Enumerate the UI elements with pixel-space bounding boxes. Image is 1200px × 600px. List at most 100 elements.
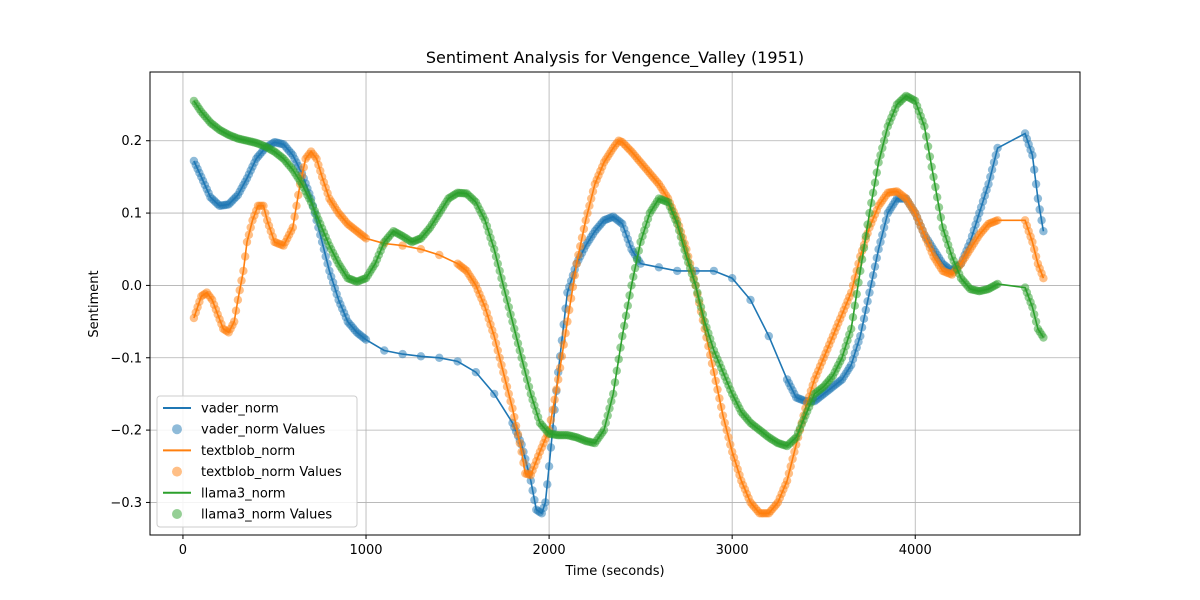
vader_norm-point [987,165,997,174]
vader_norm-point [861,305,870,315]
textblob_norm-point [718,411,728,420]
vader_norm-point [380,346,389,355]
textblob_norm-point [713,385,722,394]
llama3_norm-point [925,152,935,161]
llama3_norm-point [920,122,929,131]
vader_norm-point [673,266,682,276]
vader_norm-point [989,158,999,167]
textblob_norm-point [513,430,523,439]
textblob_norm-point [572,259,581,268]
llama3_norm-point [499,281,508,290]
vader_norm-point [435,353,444,362]
vader_norm-point [881,216,891,225]
textblob_norm-point [501,375,510,384]
textblob_norm-point [570,271,579,280]
llama3_norm-point [495,266,504,276]
llama3_norm-point [616,343,625,352]
llama3_norm-point [1028,302,1037,312]
vader_norm-point [471,368,481,377]
textblob_norm-point [1039,274,1048,283]
llama3_norm-point [490,245,499,254]
y-axis-label: Sentiment [87,270,102,337]
legend-marker-swatch [172,424,182,435]
vader_norm-point [879,223,889,232]
textblob_norm-point [416,245,426,254]
textblob_norm-point [502,382,512,391]
llama3_norm-point [614,355,623,364]
llama3_norm-point [848,313,858,322]
legend-item: textblob_norm [163,444,295,459]
textblob_norm-point [510,412,519,422]
legend-item: vader_norm [163,402,279,417]
llama3_norm-point [607,397,616,406]
vader_norm-point [321,252,330,261]
legend-items: vader_norm vader_norm Values textblob_norm… [163,402,342,523]
y-tick-label: −0.1 [110,351,142,366]
vader_norm-point [746,295,755,305]
y-tick-label: −0.2 [110,424,142,439]
textblob_norm-point [230,317,239,326]
textblob_norm-point [550,395,559,404]
llama3_norm-point [1031,317,1041,326]
y-tick-label: −0.3 [110,496,142,511]
textblob_norm-point [519,458,528,467]
llama3_norm-point [931,182,940,192]
textblob_norm-point [299,163,308,172]
textblob_norm-point [235,286,244,295]
llama3_norm-point [870,178,880,187]
legend-item: llama3_norm [163,486,286,501]
llama3_norm-point [695,295,704,305]
llama3_norm-point [856,266,865,276]
llama3_norm-point [601,418,610,428]
vader_norm-point [490,389,499,399]
llama3_norm-point [854,278,863,287]
vader_norm-point [991,151,1000,160]
llama3_norm-point [867,198,876,208]
llama3_norm-point [850,301,859,310]
textblob_norm-point [1031,252,1041,261]
legend-item: vader_norm Values [172,423,326,438]
llama3_norm-point [511,331,521,341]
textblob_norm-point [555,363,565,373]
llama3_norm-point [501,288,510,297]
vader_norm-point [398,349,407,359]
textblob_norm-point [788,454,797,464]
textblob_norm-point [722,425,731,435]
llama3_norm-point [502,295,512,305]
textblob_norm-point [233,295,243,305]
vader_norm-point [728,274,737,283]
vader_norm-point [709,266,719,276]
textblob_norm-point [552,385,561,394]
vader_norm-point [654,263,664,272]
legend-label: vader_norm Values [201,423,326,438]
llama3_norm-point [603,411,612,420]
legend: vader_norm vader_norm Values textblob_norm… [156,395,358,528]
textblob_norm-point [579,224,589,234]
vader_norm-point [1037,216,1046,225]
vader_norm-point [416,352,426,361]
vader_norm-point [867,279,876,289]
vader_norm-point [984,179,993,189]
textblob_norm-point [490,331,499,341]
vader_norm-point [1031,179,1041,189]
textblob_norm-point [506,397,515,406]
vader_norm-point [986,172,995,182]
llama3_norm-point [680,245,689,255]
textblob_norm-point [720,418,729,428]
vader_norm-point [1028,151,1037,160]
llama3_norm-point [874,158,883,167]
vader_norm-point [868,271,878,280]
vader_norm-point [870,262,880,271]
vader_norm-point [528,486,537,495]
legend-marker-swatch [172,509,182,519]
x-tick-label: 2000 [533,543,566,558]
llama3_norm-point [510,324,519,333]
textblob_norm-point [508,404,517,413]
series-llama3_norm [189,91,1048,451]
textblob_norm-point [587,194,596,203]
vader_norm-point [863,297,872,306]
llama3_norm-point [609,389,618,399]
textblob_norm-point [576,242,585,251]
legend-label: llama3_norm [201,486,286,501]
textblob_norm-point [554,375,563,384]
